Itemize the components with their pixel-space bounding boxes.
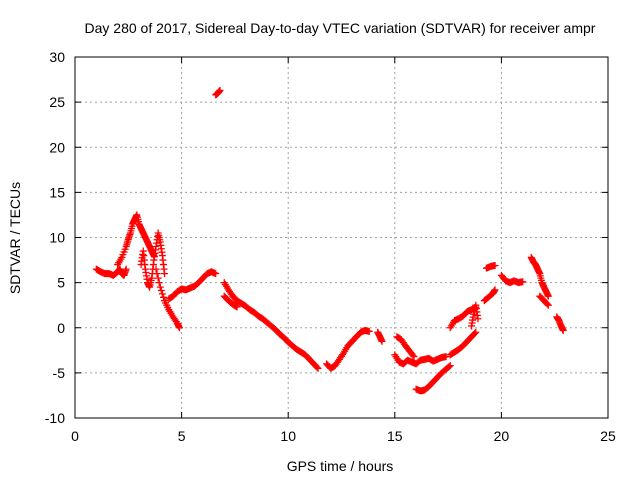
data-point <box>175 324 183 332</box>
data-point <box>161 270 169 278</box>
y-tick-label: 15 <box>49 184 65 200</box>
data-point <box>474 315 482 323</box>
axis-ticks: 0 5 10 15 20 25 -10 -5 0 5 10 15 20 25 30 <box>45 49 616 444</box>
data-point <box>445 363 453 371</box>
x-tick-label: 5 <box>178 428 186 444</box>
y-tick-label: 10 <box>49 230 65 246</box>
data-point <box>491 286 499 294</box>
data-point <box>158 290 166 298</box>
data-point <box>519 278 527 286</box>
data-point <box>410 353 418 361</box>
data-point <box>491 261 499 269</box>
x-tick-label: 0 <box>71 428 79 444</box>
data-point <box>156 283 164 291</box>
x-tick-label: 15 <box>387 428 403 444</box>
data-point <box>232 302 240 310</box>
y-tick-label: 0 <box>57 320 65 336</box>
x-tick-label: 25 <box>600 428 616 444</box>
data-point <box>559 326 567 334</box>
grid <box>75 57 608 418</box>
chart-title: Day 280 of 2017, Sidereal Day-to-day VTE… <box>85 20 596 36</box>
data-point <box>409 351 417 359</box>
y-axis-label: SDTVAR / TECUs <box>7 182 23 294</box>
data-point <box>212 270 220 278</box>
data-point <box>544 292 552 300</box>
data-point <box>365 327 373 335</box>
data-point <box>313 363 321 371</box>
data-point <box>155 279 163 287</box>
data-point <box>152 265 160 273</box>
y-tick-label: 30 <box>49 49 65 65</box>
data-point <box>543 300 551 308</box>
data-point <box>471 329 479 337</box>
data-point <box>446 362 454 370</box>
data-point <box>233 303 241 311</box>
x-tick-label: 10 <box>280 428 296 444</box>
x-tick-label: 20 <box>494 428 510 444</box>
y-tick-label: 20 <box>49 139 65 155</box>
data-point <box>216 86 224 94</box>
y-tick-label: -10 <box>45 410 65 426</box>
data-point <box>442 353 450 361</box>
data-point <box>153 270 161 278</box>
data-point <box>159 293 167 301</box>
data-points <box>92 86 567 395</box>
data-point <box>472 328 480 336</box>
x-axis-label: GPS time / hours <box>287 458 394 474</box>
y-tick-label: -5 <box>53 365 66 381</box>
data-point <box>154 274 162 282</box>
data-point <box>157 287 165 295</box>
y-tick-label: 5 <box>57 275 65 291</box>
data-point <box>122 265 130 273</box>
data-point <box>314 364 322 372</box>
data-point <box>544 301 552 309</box>
data-point <box>378 337 386 345</box>
y-tick-label: 25 <box>49 94 65 110</box>
